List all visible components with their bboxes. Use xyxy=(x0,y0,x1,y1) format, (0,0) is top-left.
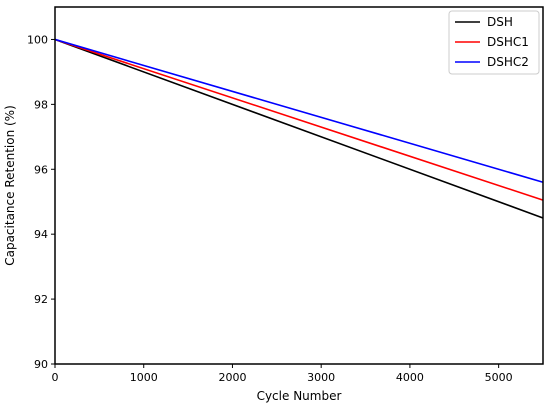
legend-entries: DSH DSHC1 DSHC2 xyxy=(455,15,529,69)
legend-label-dshc2: DSHC2 xyxy=(487,55,529,69)
x-axis-label: Cycle Number xyxy=(257,389,342,403)
x-tick-label: 1000 xyxy=(130,371,158,384)
x-tick-label: 2000 xyxy=(218,371,246,384)
x-tick-label: 5000 xyxy=(485,371,513,384)
legend-box xyxy=(448,10,540,75)
ticks-layer: 0 1000 2000 3000 4000 5000 90 92 94 96 98 100 xyxy=(27,33,513,384)
y-axis-label: Capacitance Retention (%) xyxy=(3,105,17,266)
y-tick-label: 94 xyxy=(34,228,48,241)
y-tick-label: 96 xyxy=(34,163,48,176)
y-tick-label: 92 xyxy=(34,293,48,306)
series-layer xyxy=(54,38,544,219)
y-tick-label: 98 xyxy=(34,98,48,111)
y-tick-label: 90 xyxy=(34,358,48,371)
legend-label-dshc1: DSHC1 xyxy=(487,35,529,49)
series-line-dshc2 xyxy=(54,38,544,184)
x-tick-label: 0 xyxy=(52,371,59,384)
legend-label-dsh: DSH xyxy=(487,15,513,29)
x-tick-label: 3000 xyxy=(307,371,335,384)
y-tick-label: 100 xyxy=(27,33,48,46)
x-tick-label: 4000 xyxy=(396,371,424,384)
plot-frame xyxy=(54,6,544,365)
series-line-dsh xyxy=(54,38,544,219)
legend: DSH DSHC1 DSHC2 xyxy=(448,10,540,75)
series-line-dshc1 xyxy=(54,38,544,201)
